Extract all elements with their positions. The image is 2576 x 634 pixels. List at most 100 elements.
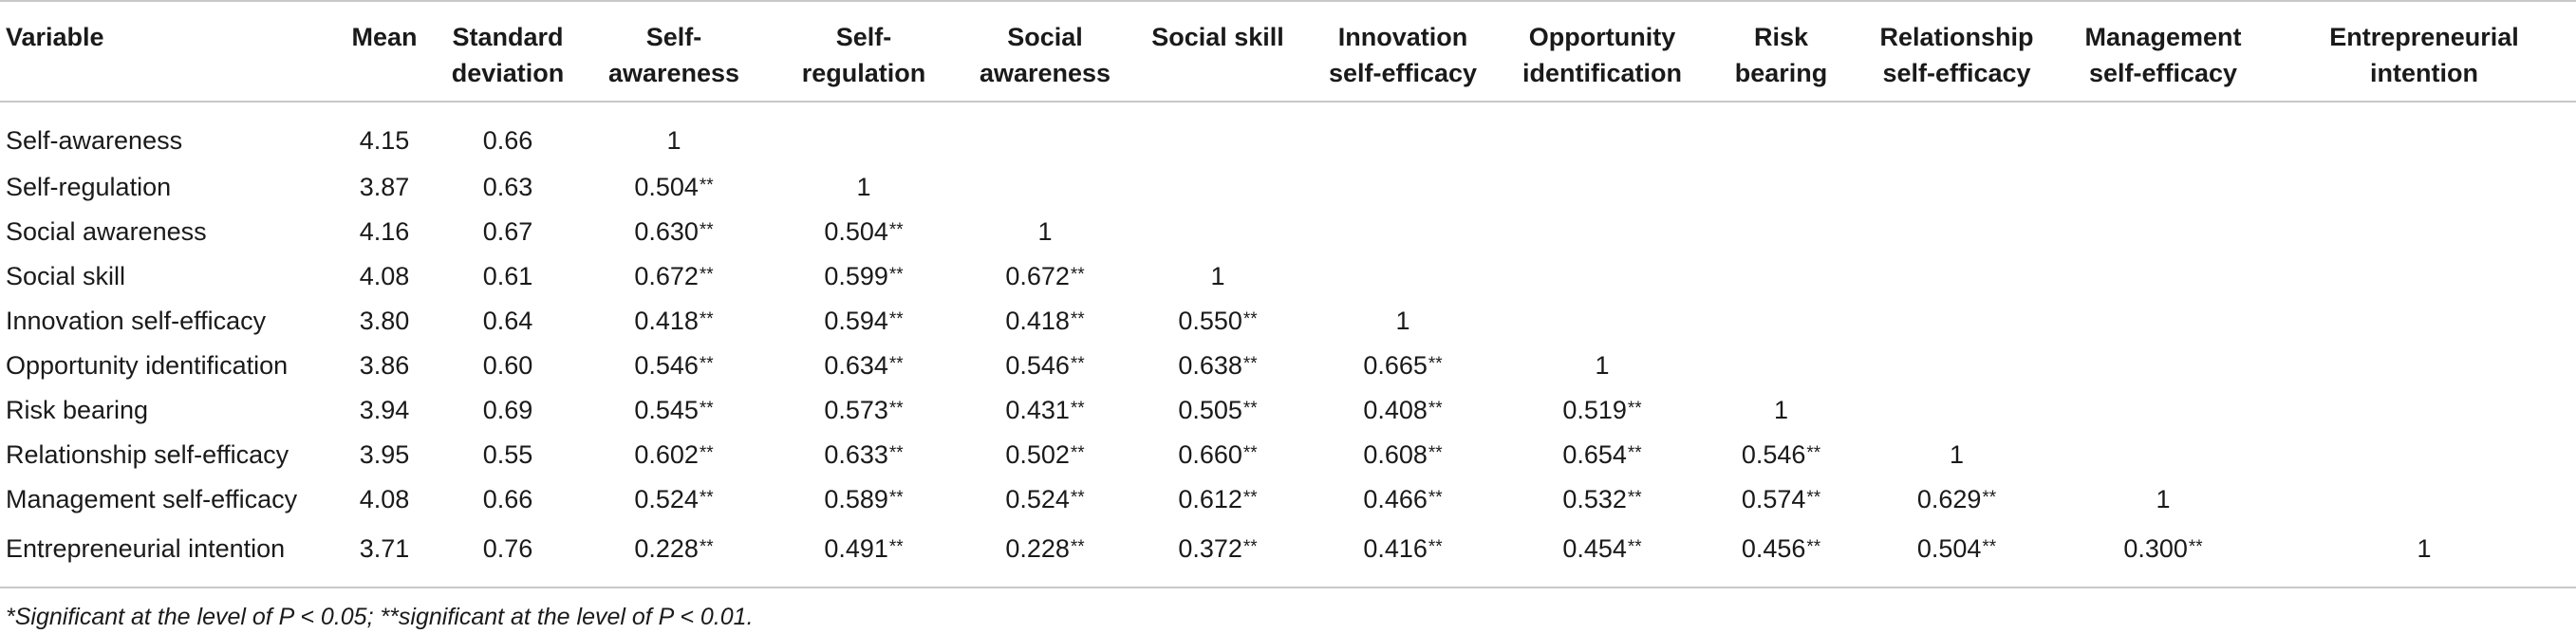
correlation-cell xyxy=(959,165,1131,210)
correlation-cell xyxy=(1703,254,1859,299)
correlation-cell xyxy=(2054,433,2272,477)
correlation-cell: 0.418** xyxy=(634,307,714,335)
correlation-cell: 0.408** xyxy=(1363,396,1443,424)
column-header: Innovation self-efficacy xyxy=(1304,0,1502,103)
correlation-cell xyxy=(959,102,1131,165)
column-header-line: Standard xyxy=(452,23,564,51)
table-row: Social skill 4.08 0.61 0.672** 0.599** 0.672*… xyxy=(0,254,2576,299)
correlation-cell xyxy=(2272,388,2576,433)
table-row: Innovation self-efficacy 3.80 0.64 0.418** 0… xyxy=(0,299,2576,344)
column-header-line: self-efficacy xyxy=(1882,59,2031,87)
column-header-line: Social xyxy=(1007,23,1083,51)
correlation-cell: 0.599** xyxy=(824,262,904,290)
mean-cell: 3.80 xyxy=(359,307,410,335)
correlation-cell: 0.602** xyxy=(634,440,714,469)
column-header-line: Self- xyxy=(645,23,702,51)
correlation-cell: 0.630** xyxy=(634,217,714,246)
correlation-cell: 0.505** xyxy=(1178,396,1258,424)
table-row: Relationship self-efficacy 3.95 0.55 0.602*… xyxy=(0,433,2576,477)
correlation-cell: 0.550** xyxy=(1178,307,1258,335)
correlation-cell xyxy=(2054,344,2272,388)
correlation-cell xyxy=(2054,388,2272,433)
correlation-cell: 1 xyxy=(2417,533,2432,563)
correlation-cell xyxy=(2272,210,2576,254)
column-header: Self-regulation xyxy=(769,0,959,103)
column-header: Mean xyxy=(332,0,437,103)
correlation-cell: 0.416** xyxy=(1363,533,1443,563)
variable-name-cell: Innovation self-efficacy xyxy=(6,307,267,335)
correlation-cell xyxy=(1859,165,2054,210)
variable-name-cell: Social awareness xyxy=(6,217,207,246)
variable-name-cell: Risk bearing xyxy=(6,396,149,424)
correlation-cell: 0.672** xyxy=(1005,262,1085,290)
correlation-cell xyxy=(1859,210,2054,254)
correlation-cell xyxy=(1502,299,1703,344)
correlation-cell: 0.608** xyxy=(1363,440,1443,469)
column-header-line: Variable xyxy=(6,23,104,51)
correlation-cell xyxy=(1859,344,2054,388)
correlation-cell: 0.672** xyxy=(634,262,714,290)
correlation-cell xyxy=(1131,165,1304,210)
correlation-cell: 1 xyxy=(1037,217,1053,246)
column-header-line: bearing xyxy=(1734,59,1828,87)
correlation-cell xyxy=(1131,210,1304,254)
correlation-cell: 0.546** xyxy=(1005,351,1085,380)
table-row: Management self-efficacy 4.08 0.66 0.524** 0… xyxy=(0,477,2576,522)
sd-cell: 0.61 xyxy=(482,262,533,290)
correlation-cell: 0.228** xyxy=(634,533,714,563)
correlation-cell: 0.574** xyxy=(1741,485,1821,513)
correlation-cell: 0.502** xyxy=(1005,440,1085,469)
table-header: Variable Mean Standard deviation Self-awaren… xyxy=(0,0,2576,103)
variable-name-cell: Self-regulation xyxy=(6,173,172,201)
correlation-cell: 0.524** xyxy=(1005,485,1085,513)
correlation-cell: 1 xyxy=(1773,396,1789,424)
column-header-line: self-efficacy xyxy=(2088,59,2238,87)
correlation-cell xyxy=(2272,254,2576,299)
column-header-line: intention xyxy=(2370,59,2478,87)
column-header-line: Mean xyxy=(351,23,418,51)
correlation-cell xyxy=(1859,254,2054,299)
correlation-cell: 0.654** xyxy=(1562,440,1642,469)
variable-name-cell: Self-awareness xyxy=(6,125,183,155)
sd-cell: 0.67 xyxy=(482,217,533,246)
variable-name-cell: Social skill xyxy=(6,262,126,290)
correlation-cell xyxy=(1131,102,1304,165)
correlation-cell xyxy=(2054,165,2272,210)
sd-cell: 0.76 xyxy=(482,533,533,563)
correlation-cell: 0.594** xyxy=(824,307,904,335)
correlation-cell: 0.573** xyxy=(824,396,904,424)
mean-cell: 3.87 xyxy=(359,173,410,201)
correlation-cell: 1 xyxy=(666,125,681,155)
correlation-cell: 0.638** xyxy=(1178,351,1258,380)
correlation-cell xyxy=(2054,102,2272,165)
table-bottom-rule xyxy=(0,587,2576,588)
correlation-cell: 0.546** xyxy=(1741,440,1821,469)
table-body: Self-awareness 4.15 0.66 1 Self-regulation 3.… xyxy=(0,102,2576,587)
correlation-cell: 0.228** xyxy=(1005,533,1085,563)
variable-name-cell: Relationship self-efficacy xyxy=(6,440,289,469)
correlation-cell: 0.491** xyxy=(824,533,904,563)
column-header: Standard deviation xyxy=(437,0,579,103)
mean-cell: 3.71 xyxy=(359,533,410,563)
column-header: Self-awareness xyxy=(579,0,769,103)
table-row: Social awareness 4.16 0.67 0.630** 0.504** 1 xyxy=(0,210,2576,254)
mean-cell: 3.94 xyxy=(359,396,410,424)
column-header: Opportunity identification xyxy=(1502,0,1703,103)
correlation-cell: 0.431** xyxy=(1005,396,1085,424)
correlation-cell: 0.454** xyxy=(1562,533,1642,563)
variable-name-cell: Management self-efficacy xyxy=(6,485,298,513)
correlation-table: Variable Mean Standard deviation Self-awaren… xyxy=(0,0,2576,587)
correlation-cell: 1 xyxy=(856,173,871,201)
header-row: Variable Mean Standard deviation Self-awaren… xyxy=(0,0,2576,103)
column-header-line: Self- xyxy=(835,23,892,51)
column-header: Relationship self-efficacy xyxy=(1859,0,2054,103)
correlation-cell xyxy=(2054,299,2272,344)
correlation-cell xyxy=(1502,165,1703,210)
correlation-cell xyxy=(1703,165,1859,210)
column-header-line: Management xyxy=(2084,23,2242,51)
correlation-cell: 0.300** xyxy=(2123,533,2203,563)
mean-cell: 4.08 xyxy=(359,485,410,513)
variable-name-cell: Entrepreneurial intention xyxy=(6,533,286,563)
correlation-cell xyxy=(2272,433,2576,477)
correlation-cell xyxy=(2272,477,2576,522)
